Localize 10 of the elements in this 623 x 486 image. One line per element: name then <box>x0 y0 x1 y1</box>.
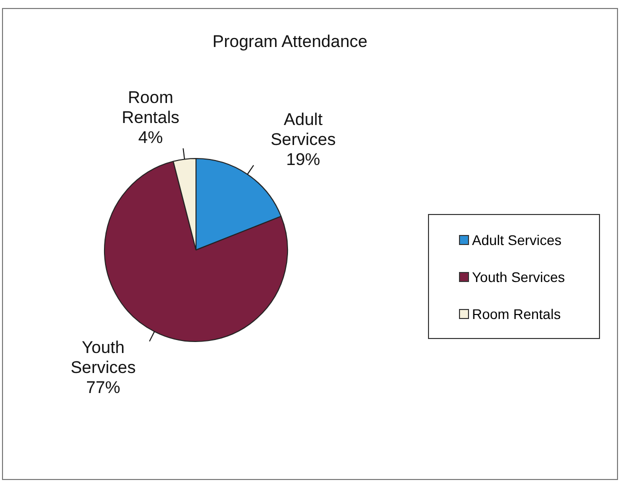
chart-title: Program Attendance <box>212 32 368 52</box>
slice-label: Youth Services <box>70 338 136 377</box>
data-label: 77% <box>86 378 120 397</box>
data-label: 19% <box>286 150 320 169</box>
slice-label: Adult Services <box>270 110 336 149</box>
data-label: 4% <box>138 128 163 148</box>
legend-label: Room Rentals <box>472 306 561 322</box>
legend-label: Adult Services <box>472 232 562 248</box>
legend-label: Youth Services <box>472 268 565 284</box>
slice-label: Room Rentals <box>122 88 180 128</box>
